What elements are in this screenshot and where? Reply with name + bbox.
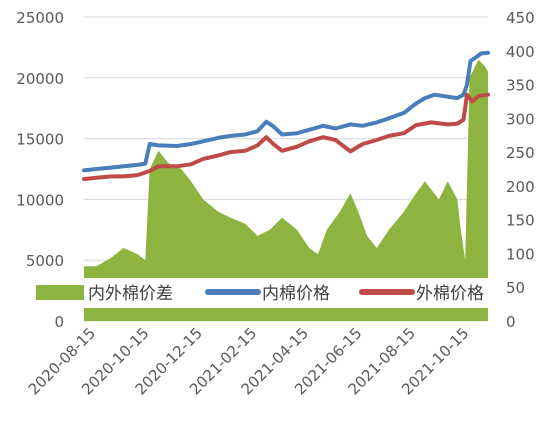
right-tick-label-0: 0 [506,313,516,331]
right-tick-label-2: 100 [506,245,535,263]
series-line-foreign [82,92,490,182]
right-tick-label-4: 200 [506,178,535,196]
right-tick-label-7: 350 [506,77,535,95]
right-tick-label-3: 150 [506,212,535,230]
legend: 内外棉价差 内棉价格 外棉价格 [26,278,504,308]
x-axis: 2020-08-152020-10-152020-12-152021-02-15… [25,324,473,398]
left-axis: 0 5000 10000 15000 20000 25000 [16,9,64,331]
area-layer [84,59,488,321]
legend-label-domestic: 内棉价格 [262,284,330,304]
legend-label-spread: 内外棉价差 [88,284,173,304]
right-axis: 0 50 100 150 200 250 300 350 400 450 [506,9,535,331]
right-tick-label-6: 300 [506,110,535,128]
right-tick-label-9: 450 [506,9,535,27]
right-tick-label-8: 400 [506,43,535,61]
legend-label-foreign: 外棉价格 [416,284,484,304]
left-tick-label-4: 20000 [16,70,64,88]
left-tick-label-2: 10000 [16,191,64,209]
legend-background [26,278,504,308]
right-tick-label-5: 250 [506,144,535,162]
legend-swatch-spread [36,285,84,300]
left-tick-label-1: 5000 [26,252,64,270]
series-area-spread [84,59,488,321]
right-tick-label-1: 50 [506,279,525,297]
left-tick-label-3: 15000 [16,131,64,149]
series-line-domestic [82,50,490,173]
left-tick-label-0: 0 [54,313,64,331]
line-layer [82,50,490,182]
left-tick-label-5: 25000 [16,9,64,27]
